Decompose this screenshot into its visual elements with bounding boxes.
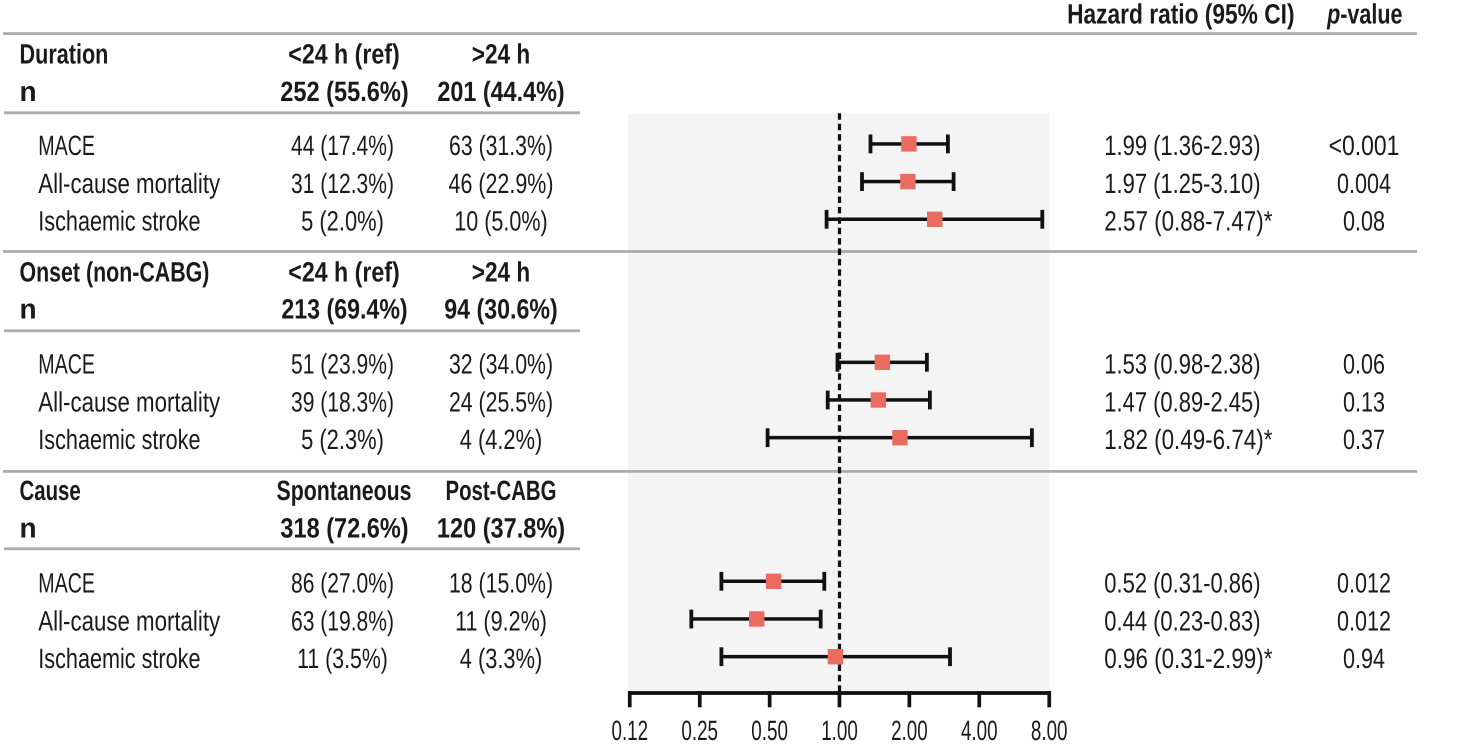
svg-text:10 (5.0%): 10 (5.0%)	[454, 206, 547, 237]
svg-text:All-cause mortality: All-cause mortality	[38, 605, 220, 636]
svg-text:44 (17.4%): 44 (17.4%)	[291, 130, 394, 161]
svg-text:MACE: MACE	[38, 130, 95, 161]
svg-text:0.52 (0.31-0.86): 0.52 (0.31-0.86)	[1104, 568, 1260, 599]
svg-text:0.13: 0.13	[1343, 386, 1385, 417]
svg-text:51 (23.9%): 51 (23.9%)	[291, 349, 394, 380]
svg-text:n: n	[20, 76, 37, 107]
svg-text:Duration: Duration	[20, 39, 109, 70]
svg-text:Ischaemic stroke: Ischaemic stroke	[38, 206, 200, 237]
svg-text:>24 h: >24 h	[472, 257, 530, 288]
svg-text:<24 h (ref): <24 h (ref)	[288, 257, 399, 288]
svg-text:n: n	[20, 294, 37, 325]
svg-text:94 (30.6%): 94 (30.6%)	[444, 294, 558, 325]
svg-text:1.82 (0.49-6.74)*: 1.82 (0.49-6.74)*	[1104, 424, 1272, 455]
svg-text:120 (37.8%): 120 (37.8%)	[437, 512, 565, 543]
svg-text:p-value: p-value	[1326, 0, 1402, 29]
svg-text:All-cause mortality: All-cause mortality	[38, 386, 220, 417]
svg-text:11 (3.5%): 11 (3.5%)	[297, 643, 388, 674]
svg-text:2.00: 2.00	[891, 715, 928, 745]
svg-text:0.94: 0.94	[1343, 643, 1385, 674]
svg-text:0.50: 0.50	[751, 715, 788, 745]
svg-text:2.57 (0.88-7.47)*: 2.57 (0.88-7.47)*	[1104, 206, 1272, 237]
svg-text:n: n	[20, 512, 37, 543]
svg-text:63 (31.3%): 63 (31.3%)	[449, 130, 553, 161]
svg-text:MACE: MACE	[38, 349, 95, 380]
svg-text:63 (19.8%): 63 (19.8%)	[291, 605, 394, 636]
svg-text:0.06: 0.06	[1343, 349, 1385, 380]
svg-text:<24 h (ref): <24 h (ref)	[288, 39, 399, 70]
svg-text:4 (4.2%): 4 (4.2%)	[460, 424, 543, 455]
svg-text:Cause: Cause	[20, 475, 81, 506]
svg-text:0.96 (0.31-2.99)*: 0.96 (0.31-2.99)*	[1104, 643, 1272, 674]
svg-text:<0.001: <0.001	[1329, 130, 1400, 161]
svg-text:4 (3.3%): 4 (3.3%)	[460, 643, 543, 674]
svg-text:0.44 (0.23-0.83): 0.44 (0.23-0.83)	[1104, 605, 1260, 636]
svg-text:Spontaneous: Spontaneous	[277, 475, 412, 506]
svg-text:1.53 (0.98-2.38): 1.53 (0.98-2.38)	[1104, 349, 1260, 380]
svg-text:213 (69.4%): 213 (69.4%)	[281, 294, 407, 325]
svg-text:11 (9.2%): 11 (9.2%)	[455, 605, 547, 636]
svg-text:1.00: 1.00	[821, 715, 858, 745]
svg-text:86 (27.0%): 86 (27.0%)	[291, 568, 394, 599]
svg-text:Hazard ratio (95% CI): Hazard ratio (95% CI)	[1067, 0, 1294, 29]
svg-text:MACE: MACE	[38, 568, 95, 599]
svg-text:201 (44.4%): 201 (44.4%)	[437, 76, 564, 107]
svg-text:Ischaemic stroke: Ischaemic stroke	[38, 643, 200, 674]
svg-text:0.012: 0.012	[1337, 605, 1391, 636]
svg-text:39 (18.3%): 39 (18.3%)	[291, 386, 394, 417]
svg-text:32 (34.0%): 32 (34.0%)	[449, 349, 553, 380]
svg-text:5 (2.3%): 5 (2.3%)	[301, 424, 384, 455]
svg-text:18 (15.0%): 18 (15.0%)	[449, 568, 553, 599]
svg-text:46 (22.9%): 46 (22.9%)	[449, 168, 554, 199]
svg-text:0.25: 0.25	[681, 715, 718, 745]
svg-text:0.37: 0.37	[1343, 424, 1385, 455]
svg-text:All-cause mortality: All-cause mortality	[38, 168, 220, 199]
svg-text:8.00: 8.00	[1031, 715, 1068, 745]
svg-text:1.99 (1.36-2.93): 1.99 (1.36-2.93)	[1104, 130, 1260, 161]
svg-text:>24 h: >24 h	[472, 39, 530, 70]
svg-text:4.00: 4.00	[961, 715, 998, 745]
svg-text:0.08: 0.08	[1343, 206, 1385, 237]
svg-text:1.47 (0.89-2.45): 1.47 (0.89-2.45)	[1104, 386, 1260, 417]
svg-text:318 (72.6%): 318 (72.6%)	[280, 512, 408, 543]
svg-text:24 (25.5%): 24 (25.5%)	[449, 386, 553, 417]
svg-text:1.97 (1.25-3.10): 1.97 (1.25-3.10)	[1104, 168, 1260, 199]
svg-text:Ischaemic stroke: Ischaemic stroke	[38, 424, 200, 455]
svg-text:0.12: 0.12	[611, 715, 648, 745]
svg-text:31 (12.3%): 31 (12.3%)	[291, 168, 394, 199]
svg-text:Post-CABG: Post-CABG	[446, 475, 557, 506]
svg-text:252 (55.6%): 252 (55.6%)	[280, 76, 408, 107]
svg-text:5 (2.0%): 5 (2.0%)	[301, 206, 384, 237]
svg-text:0.004: 0.004	[1337, 168, 1391, 199]
svg-text:Onset (non-CABG): Onset (non-CABG)	[20, 257, 210, 288]
svg-text:0.012: 0.012	[1337, 568, 1391, 599]
